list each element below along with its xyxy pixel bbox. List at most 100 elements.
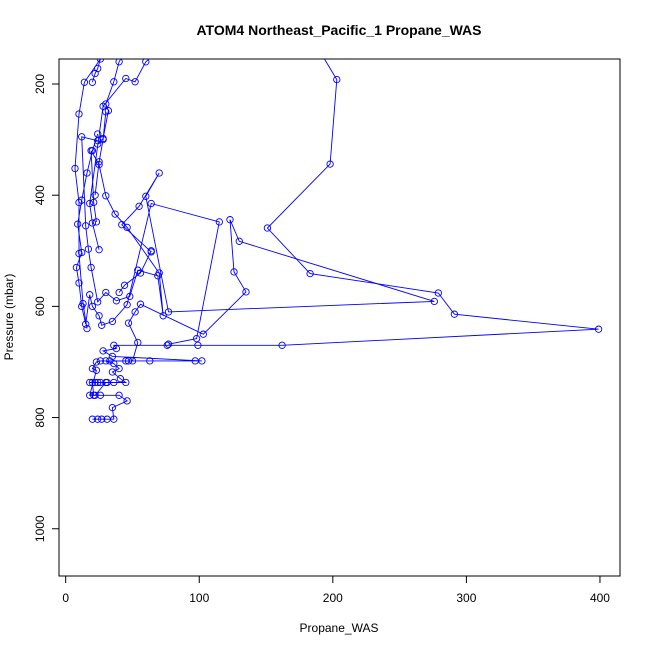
data-point: [434, 289, 442, 297]
data-point: [99, 135, 107, 144]
data-point: [108, 317, 117, 326]
plot-frame: [58, 58, 621, 577]
data-point: [86, 199, 94, 208]
y-tick-label: 800: [33, 407, 47, 427]
x-axis-label: Propane_WAS: [300, 621, 379, 635]
data-point: [147, 199, 155, 208]
data-point: [106, 357, 114, 365]
x-tick-label: 100: [189, 591, 209, 605]
data-point: [88, 219, 97, 227]
data-point: [110, 78, 118, 86]
series-2: [86, 169, 438, 399]
data-point: [71, 164, 79, 173]
data-point: [91, 191, 99, 199]
data-point: [110, 341, 118, 349]
data-point: [75, 198, 83, 207]
data-point: [147, 247, 155, 255]
data-point: [115, 391, 123, 399]
data-point: [74, 220, 82, 228]
data-point: [87, 263, 95, 272]
data-point: [123, 301, 131, 309]
data-point: [96, 378, 105, 387]
series-5: [71, 59, 105, 333]
data-point: [95, 158, 103, 166]
data-point: [333, 75, 341, 84]
data-point: [192, 334, 201, 343]
data-point: [155, 169, 163, 177]
data-point: [86, 291, 94, 299]
data-point: [92, 366, 101, 374]
data-point: [263, 224, 272, 232]
data-point: [215, 218, 223, 226]
series-line: [94, 111, 107, 196]
data-point: [199, 330, 207, 338]
data-point: [306, 269, 314, 278]
data-point: [96, 59, 105, 63]
x-tick-label: 0: [62, 591, 69, 605]
data-point: [75, 279, 83, 287]
data-point: [115, 364, 123, 373]
series-line: [74, 59, 101, 329]
data-point: [128, 357, 137, 365]
data-point: [430, 297, 438, 306]
data-point: [94, 64, 102, 73]
data-point: [91, 391, 99, 399]
data-point: [115, 59, 123, 66]
data-point: [131, 78, 139, 86]
data-point: [92, 218, 101, 226]
series-line: [91, 59, 599, 420]
data-point: [235, 237, 243, 245]
x-tick-label: 200: [323, 591, 343, 605]
data-point: [194, 341, 202, 349]
y-tick-label: 1000: [33, 515, 47, 542]
data-point: [112, 297, 121, 305]
series-layer: [71, 48, 603, 423]
data-point: [95, 246, 103, 254]
data-point: [78, 133, 86, 141]
data-point: [316, 48, 322, 54]
data-point: [110, 415, 118, 423]
series-line: [89, 59, 150, 250]
chart-title: ATOM4 Northeast_Pacific_1 Propane_WAS: [196, 22, 481, 38]
data-point: [102, 288, 110, 297]
y-tick-label: 600: [33, 296, 47, 316]
data-point: [88, 302, 97, 311]
data-point: [154, 272, 162, 280]
data-point: [102, 378, 110, 387]
data-point: [142, 192, 150, 200]
data-point: [124, 319, 133, 327]
data-point: [102, 108, 110, 116]
data-point: [163, 341, 171, 349]
data-point: [450, 310, 459, 318]
data-point: [142, 59, 150, 66]
y-tick-label: 400: [33, 185, 47, 205]
data-point: [156, 48, 162, 54]
data-point: [94, 298, 102, 306]
series-line: [75, 133, 220, 345]
data-point: [164, 308, 173, 316]
data-point: [90, 198, 98, 207]
y-axis-label: Pressure (mbar): [2, 274, 16, 361]
data-point: [87, 147, 95, 155]
data-point: [79, 299, 87, 308]
y-tick-label: 200: [33, 74, 47, 94]
data-point: [134, 338, 142, 347]
data-point: [86, 391, 94, 399]
data-point: [88, 415, 97, 423]
data-point: [326, 160, 334, 168]
data-point: [226, 216, 234, 224]
data-point: [80, 78, 89, 86]
data-point: [122, 74, 130, 83]
data-point: [88, 78, 97, 86]
data-point: [123, 223, 131, 232]
series-7: [86, 48, 162, 254]
data-point: [146, 357, 154, 365]
data-point: [95, 312, 103, 320]
data-point: [110, 378, 118, 387]
data-point: [120, 281, 129, 289]
data-point: [198, 357, 206, 365]
data-point: [92, 358, 101, 366]
data-point: [84, 245, 93, 253]
data-point: [75, 249, 83, 258]
